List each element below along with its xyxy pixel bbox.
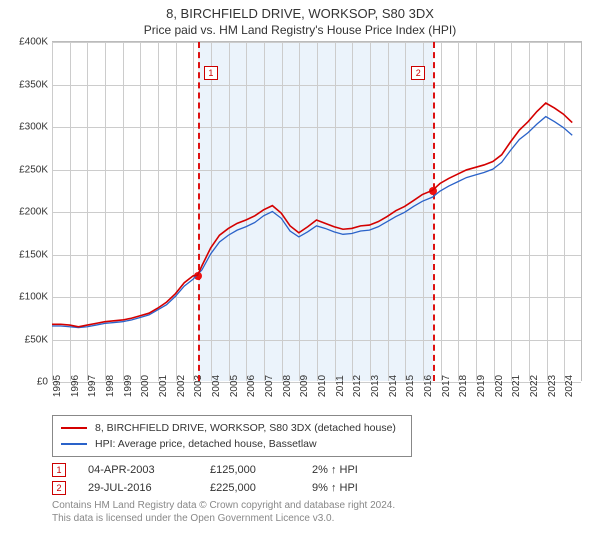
y-axis-tick: £100K (8, 292, 48, 303)
y-axis-tick: £150K (8, 249, 48, 260)
legend-swatch-hpi (61, 443, 87, 445)
legend-item-property: 8, BIRCHFIELD DRIVE, WORKSOP, S80 3DX (d… (61, 420, 403, 436)
price-chart: £0£50K£100K£150K£200K£250K£300K£350K£400… (52, 41, 582, 381)
sale-index-badge: 2 (52, 481, 66, 495)
series-line-property (52, 103, 572, 327)
y-axis-tick: £350K (8, 79, 48, 90)
legend-label: 8, BIRCHFIELD DRIVE, WORKSOP, S80 3DX (d… (95, 420, 396, 436)
legend-label: HPI: Average price, detached house, Bass… (95, 436, 317, 452)
sale-event-row: 1 04-APR-2003 £125,000 2% ↑ HPI (52, 463, 588, 477)
sale-delta: 2% ↑ HPI (312, 464, 358, 476)
y-axis-tick: £0 (8, 377, 48, 388)
y-axis-tick: £250K (8, 164, 48, 175)
sale-index-badge: 1 (52, 463, 66, 477)
series-line-hpi (52, 117, 572, 328)
sale-price: £125,000 (210, 464, 290, 476)
legend-item-hpi: HPI: Average price, detached house, Bass… (61, 436, 403, 452)
footer-line: Contains HM Land Registry data © Crown c… (52, 499, 588, 512)
chart-subtitle: Price paid vs. HM Land Registry's House … (12, 23, 588, 37)
sale-price: £225,000 (210, 482, 290, 494)
sale-event-row: 2 29-JUL-2016 £225,000 9% ↑ HPI (52, 481, 588, 495)
page-title: 8, BIRCHFIELD DRIVE, WORKSOP, S80 3DX (12, 6, 588, 21)
legend-swatch-property (61, 427, 87, 429)
sale-delta: 9% ↑ HPI (312, 482, 358, 494)
footer-attribution: Contains HM Land Registry data © Crown c… (52, 499, 588, 525)
sale-events: 1 04-APR-2003 £125,000 2% ↑ HPI 2 29-JUL… (52, 463, 588, 495)
sale-date: 04-APR-2003 (88, 464, 188, 476)
y-axis-tick: £300K (8, 122, 48, 133)
chart-legend: 8, BIRCHFIELD DRIVE, WORKSOP, S80 3DX (d… (52, 415, 412, 457)
y-axis-tick: £200K (8, 207, 48, 218)
y-axis-tick: £400K (8, 37, 48, 48)
footer-line: This data is licensed under the Open Gov… (52, 512, 588, 525)
chart-lines (52, 42, 581, 381)
y-axis-tick: £50K (8, 334, 48, 345)
sale-date: 29-JUL-2016 (88, 482, 188, 494)
